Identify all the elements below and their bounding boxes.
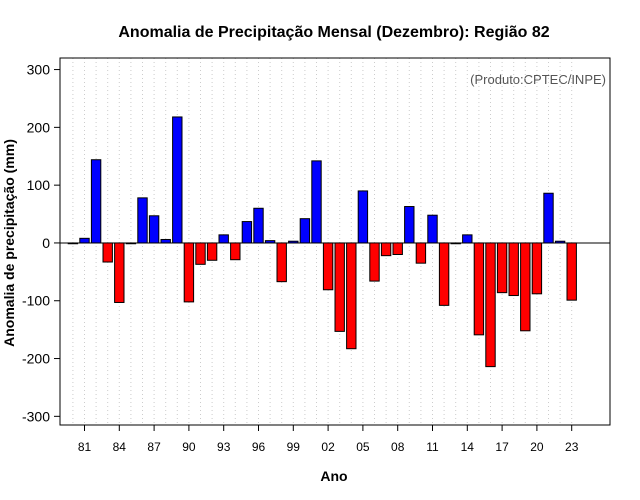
x-axis: 81 84 87 90 93 96 99 02 05 08 11 14 17 20 23 xyxy=(78,425,579,454)
x-tick-label: 23 xyxy=(565,440,579,454)
bar-2014 xyxy=(462,234,473,244)
bar-1982 xyxy=(90,159,102,244)
bar-1992 xyxy=(206,242,218,261)
bar-2023 xyxy=(566,242,577,301)
y-tick-label: -200 xyxy=(22,351,50,367)
bar-2006 xyxy=(369,242,380,282)
bar-1999 xyxy=(288,240,299,244)
bar-2016 xyxy=(485,242,496,368)
bar-2018 xyxy=(508,242,519,297)
x-tick-label: 11 xyxy=(426,440,439,454)
y-tick-label: 200 xyxy=(27,119,51,135)
x-tick-label: 17 xyxy=(495,440,509,454)
x-tick-label: 90 xyxy=(182,440,196,454)
x-tick-label: 96 xyxy=(252,440,266,454)
bar-2022 xyxy=(554,240,566,244)
y-axis: -300 -200 -100 0 100 200 300 xyxy=(22,62,60,424)
bar-2007 xyxy=(380,242,392,257)
x-tick-label: 99 xyxy=(287,440,301,454)
y-tick-label: 300 xyxy=(27,62,51,78)
bar-1997 xyxy=(264,240,276,244)
bar-1996 xyxy=(253,207,264,244)
plot-frame xyxy=(59,57,611,426)
bar-1994 xyxy=(230,242,241,261)
bar-2015 xyxy=(473,242,485,336)
chart-title: Anomalia de Precipitação Mensal (Dezembr… xyxy=(118,24,549,41)
x-tick-label: 81 xyxy=(78,440,92,454)
x-tick-label: 08 xyxy=(391,440,405,454)
bar-1993 xyxy=(218,234,229,244)
x-tick-label: 14 xyxy=(461,440,475,454)
x-tick-label: 93 xyxy=(217,440,231,454)
y-tick-label: -100 xyxy=(22,293,50,309)
bar-2001 xyxy=(311,160,322,244)
bar-1985 xyxy=(125,242,137,245)
bar-1991 xyxy=(195,242,206,265)
x-tick-label: 20 xyxy=(530,440,544,454)
gridlines xyxy=(72,58,573,425)
bar-2008 xyxy=(392,242,403,256)
bar-1983 xyxy=(102,242,113,263)
bar-2013 xyxy=(450,242,461,245)
bar-2002 xyxy=(322,242,334,291)
bar-2021 xyxy=(543,192,554,244)
bar-2004 xyxy=(346,242,357,350)
bar-1990 xyxy=(183,242,195,303)
y-tick-label: -300 xyxy=(22,408,50,424)
bar-1981 xyxy=(79,237,90,244)
bar-1995 xyxy=(241,221,253,244)
bar-1989 xyxy=(172,116,183,244)
bar-1988 xyxy=(160,238,171,244)
bar-2003 xyxy=(334,242,345,332)
bar-2000 xyxy=(299,218,311,244)
bar-2020 xyxy=(531,242,543,295)
bar-2009 xyxy=(404,206,415,244)
bar-1998 xyxy=(276,242,287,283)
bars xyxy=(67,116,577,368)
bar-2005 xyxy=(357,190,369,244)
bar-1986 xyxy=(137,197,148,244)
bar-2011 xyxy=(427,214,438,244)
bar-2019 xyxy=(520,242,531,332)
bar-1980 xyxy=(67,242,79,245)
bar-2017 xyxy=(496,242,508,294)
y-tick-label: 100 xyxy=(27,177,51,193)
x-tick-label: 05 xyxy=(356,440,370,454)
bar-2010 xyxy=(415,242,427,264)
y-axis-label: Anomalia de precipitação (mm) xyxy=(1,139,17,347)
bar-2012 xyxy=(438,242,450,306)
bar-1987 xyxy=(148,215,160,244)
x-tick-label: 87 xyxy=(147,440,161,454)
x-tick-label: 84 xyxy=(113,440,127,454)
bar-1984 xyxy=(114,242,125,303)
y-tick-label: 0 xyxy=(42,235,50,251)
x-axis-label: Ano xyxy=(320,468,347,484)
x-tick-label: 02 xyxy=(321,440,335,454)
source-annotation: (Produto:CPTEC/INPE) xyxy=(470,72,606,87)
